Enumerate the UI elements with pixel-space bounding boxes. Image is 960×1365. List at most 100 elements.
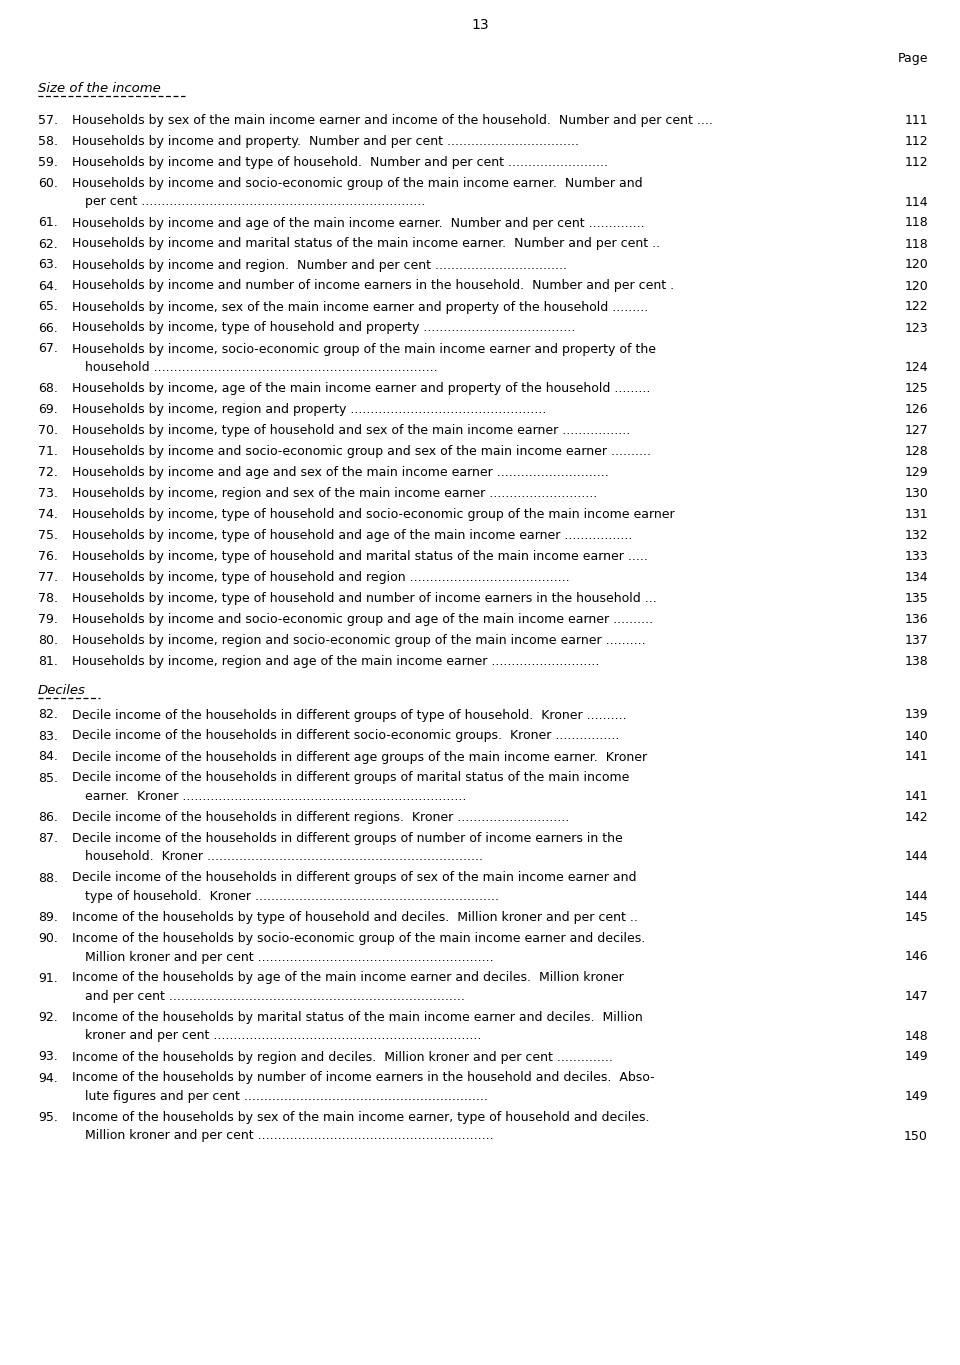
Text: Households by income, region and age of the main income earner .................: Households by income, region and age of … <box>72 655 599 667</box>
Text: 141: 141 <box>904 790 928 803</box>
Text: 93.: 93. <box>38 1051 58 1063</box>
Text: 141: 141 <box>904 751 928 763</box>
Text: Households by income, region and socio-economic group of the main income earner : Households by income, region and socio-e… <box>72 633 646 647</box>
Text: Households by income and property.  Number and per cent ........................: Households by income and property. Numbe… <box>72 135 579 147</box>
Text: per cent .......................................................................: per cent ...............................… <box>85 195 425 209</box>
Text: 62.: 62. <box>38 238 58 251</box>
Text: Households by income and socio-economic group and sex of the main income earner : Households by income and socio-economic … <box>72 445 651 459</box>
Text: Income of the households by socio-economic group of the main income earner and d: Income of the households by socio-econom… <box>72 932 645 945</box>
Text: 91.: 91. <box>38 972 58 984</box>
Text: Households by income, type of household and property ...........................: Households by income, type of household … <box>72 322 575 334</box>
Text: 142: 142 <box>904 811 928 824</box>
Text: 75.: 75. <box>38 530 58 542</box>
Text: 77.: 77. <box>38 571 58 584</box>
Text: 81.: 81. <box>38 655 58 667</box>
Text: kroner and per cent ............................................................: kroner and per cent ....................… <box>85 1029 481 1043</box>
Text: 66.: 66. <box>38 322 58 334</box>
Text: Income of the households by type of household and deciles.  Million kroner and p: Income of the households by type of hous… <box>72 910 637 924</box>
Text: 123: 123 <box>904 322 928 334</box>
Text: Households by income, region and sex of the main income earner .................: Households by income, region and sex of … <box>72 487 597 500</box>
Text: Income of the households by region and deciles.  Million kroner and per cent ...: Income of the households by region and d… <box>72 1051 612 1063</box>
Text: 79.: 79. <box>38 613 58 627</box>
Text: 83.: 83. <box>38 729 58 743</box>
Text: Deciles: Deciles <box>38 684 85 698</box>
Text: 71.: 71. <box>38 445 58 459</box>
Text: 148: 148 <box>904 1029 928 1043</box>
Text: 146: 146 <box>904 950 928 964</box>
Text: 149: 149 <box>904 1051 928 1063</box>
Text: 86.: 86. <box>38 811 58 824</box>
Text: Size of the income: Size of the income <box>38 82 160 96</box>
Text: earner.  Kroner ................................................................: earner. Kroner .........................… <box>85 790 467 803</box>
Text: 138: 138 <box>904 655 928 667</box>
Text: 144: 144 <box>904 850 928 864</box>
Text: 59.: 59. <box>38 156 58 169</box>
Text: Households by sex of the main income earner and income of the household.  Number: Households by sex of the main income ear… <box>72 115 713 127</box>
Text: and per cent ...................................................................: and per cent ...........................… <box>85 990 465 1003</box>
Text: 140: 140 <box>904 729 928 743</box>
Text: 60.: 60. <box>38 177 58 190</box>
Text: 139: 139 <box>904 708 928 722</box>
Text: 118: 118 <box>904 238 928 251</box>
Text: 92.: 92. <box>38 1011 58 1024</box>
Text: Decile income of the households in different groups of marital status of the mai: Decile income of the households in diffe… <box>72 771 630 785</box>
Text: 118: 118 <box>904 217 928 229</box>
Text: 88.: 88. <box>38 871 58 885</box>
Text: 128: 128 <box>904 445 928 459</box>
Text: Decile income of the households in different groups of type of household.  Krone: Decile income of the households in diffe… <box>72 708 627 722</box>
Text: 134: 134 <box>904 571 928 584</box>
Text: Million kroner and per cent ....................................................: Million kroner and per cent ............… <box>85 950 493 964</box>
Text: 87.: 87. <box>38 833 58 845</box>
Text: Households by income, type of household and sex of the main income earner ......: Households by income, type of household … <box>72 425 631 437</box>
Text: 114: 114 <box>904 195 928 209</box>
Text: Income of the households by sex of the main income earner, type of household and: Income of the households by sex of the m… <box>72 1111 650 1123</box>
Text: Decile income of the households in different regions.  Kroner ..................: Decile income of the households in diffe… <box>72 811 569 824</box>
Text: 120: 120 <box>904 258 928 272</box>
Text: 94.: 94. <box>38 1072 58 1085</box>
Text: 133: 133 <box>904 550 928 562</box>
Text: 131: 131 <box>904 508 928 521</box>
Text: household ......................................................................: household ..............................… <box>85 360 438 374</box>
Text: 112: 112 <box>904 156 928 169</box>
Text: 82.: 82. <box>38 708 58 722</box>
Text: 136: 136 <box>904 613 928 627</box>
Text: 145: 145 <box>904 910 928 924</box>
Text: 129: 129 <box>904 465 928 479</box>
Text: 132: 132 <box>904 530 928 542</box>
Text: 95.: 95. <box>38 1111 58 1123</box>
Text: 85.: 85. <box>38 771 58 785</box>
Text: 80.: 80. <box>38 633 58 647</box>
Text: 147: 147 <box>904 990 928 1003</box>
Text: Decile income of the households in different groups of sex of the main income ea: Decile income of the households in diffe… <box>72 871 636 885</box>
Text: 57.: 57. <box>38 115 58 127</box>
Text: Households by income, type of household and age of the main income earner ......: Households by income, type of household … <box>72 530 633 542</box>
Text: Page: Page <box>898 52 928 66</box>
Text: Households by income and socio-economic group and age of the main income earner : Households by income and socio-economic … <box>72 613 653 627</box>
Text: 90.: 90. <box>38 932 58 945</box>
Text: Households by income and marital status of the main income earner.  Number and p: Households by income and marital status … <box>72 238 660 251</box>
Text: 130: 130 <box>904 487 928 500</box>
Text: 122: 122 <box>904 300 928 314</box>
Text: 69.: 69. <box>38 403 58 416</box>
Text: 127: 127 <box>904 425 928 437</box>
Text: 70.: 70. <box>38 425 58 437</box>
Text: Households by income, type of household and marital status of the main income ea: Households by income, type of household … <box>72 550 648 562</box>
Text: 61.: 61. <box>38 217 58 229</box>
Text: 84.: 84. <box>38 751 58 763</box>
Text: 126: 126 <box>904 403 928 416</box>
Text: Households by income, type of household and number of income earners in the hous: Households by income, type of household … <box>72 592 657 605</box>
Text: Million kroner and per cent ....................................................: Million kroner and per cent ............… <box>85 1129 493 1143</box>
Text: 120: 120 <box>904 280 928 292</box>
Text: Households by income and socio-economic group of the main income earner.  Number: Households by income and socio-economic … <box>72 177 642 190</box>
Text: Households by income, region and property ......................................: Households by income, region and propert… <box>72 403 546 416</box>
Text: Households by income and region.  Number and per cent ..........................: Households by income and region. Number … <box>72 258 567 272</box>
Text: Households by income, type of household and region .............................: Households by income, type of household … <box>72 571 569 584</box>
Text: 72.: 72. <box>38 465 58 479</box>
Text: Decile income of the households in different socio-economic groups.  Kroner ....: Decile income of the households in diffe… <box>72 729 619 743</box>
Text: 58.: 58. <box>38 135 58 147</box>
Text: 144: 144 <box>904 890 928 904</box>
Text: 124: 124 <box>904 360 928 374</box>
Text: 73.: 73. <box>38 487 58 500</box>
Text: Households by income and type of household.  Number and per cent ...............: Households by income and type of househo… <box>72 156 608 169</box>
Text: Households by income and age and sex of the main income earner .................: Households by income and age and sex of … <box>72 465 609 479</box>
